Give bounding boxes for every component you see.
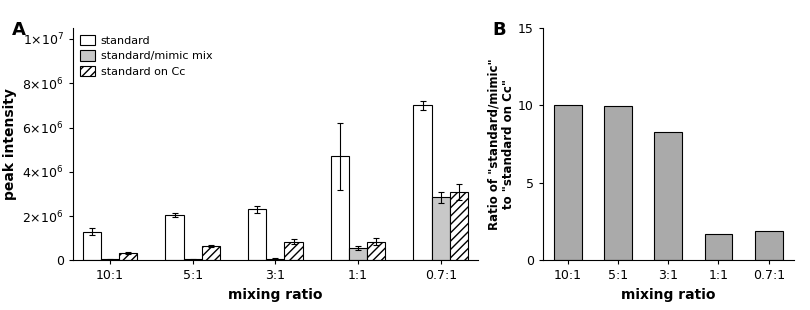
Bar [101,259,119,260]
Legend: standard, standard/mimic mix, standard on Cc: standard, standard/mimic mix, standard o… [79,33,213,78]
Y-axis label: Ratio of "standard/mimic"
to "standard on Cc": Ratio of "standard/mimic" to "standard o… [487,58,515,230]
Bar [450,192,468,260]
Bar [554,104,582,260]
Bar [705,234,732,260]
Bar [367,241,386,260]
Text: A: A [12,21,26,39]
Bar [604,106,632,260]
Bar [266,259,284,260]
Bar [248,210,266,260]
Y-axis label: peak intensity: peak intensity [3,88,17,200]
Bar [654,132,682,260]
Text: B: B [492,21,506,39]
Bar [330,156,349,260]
X-axis label: mixing ratio: mixing ratio [228,288,322,302]
Bar [165,215,184,260]
Bar [432,197,450,260]
Bar [119,253,138,260]
X-axis label: mixing ratio: mixing ratio [621,288,715,302]
Bar [284,241,303,260]
Bar [755,231,782,260]
Bar [413,105,432,260]
Bar [83,232,101,260]
Bar [202,246,220,260]
Bar [184,259,202,260]
Bar [349,248,367,260]
